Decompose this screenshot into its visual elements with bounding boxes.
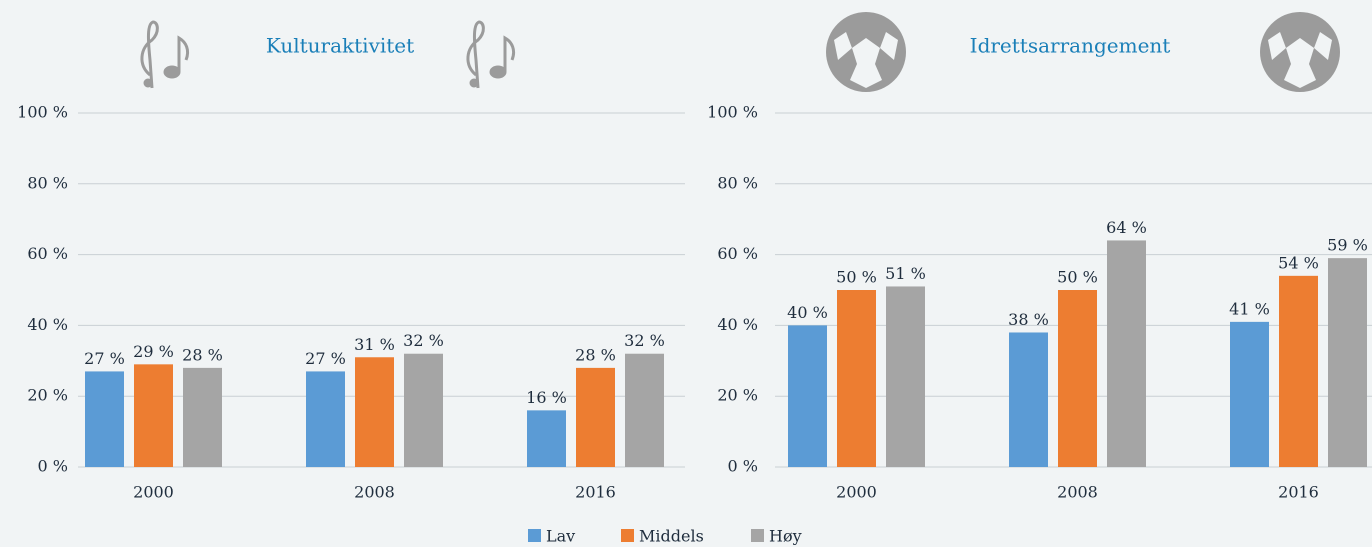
bar bbox=[625, 353, 664, 467]
data-label: 32 % bbox=[624, 331, 665, 350]
legend-swatch bbox=[528, 529, 541, 542]
bar bbox=[1230, 321, 1269, 467]
legend-label: Høy bbox=[769, 527, 802, 546]
x-tick-label: 2008 bbox=[354, 483, 395, 502]
data-label: 27 % bbox=[84, 349, 125, 368]
bar bbox=[1328, 258, 1367, 467]
data-label: 28 % bbox=[182, 345, 223, 364]
bar bbox=[85, 371, 124, 467]
y-tick-label: 80 % bbox=[717, 173, 758, 192]
data-label: 59 % bbox=[1327, 236, 1368, 255]
bar bbox=[1279, 275, 1318, 467]
data-label: 27 % bbox=[305, 349, 346, 368]
bar bbox=[788, 325, 827, 467]
legend-label: Middels bbox=[639, 527, 704, 546]
x-tick-label: 2016 bbox=[575, 483, 616, 502]
bar bbox=[355, 357, 394, 467]
bar bbox=[837, 290, 876, 467]
y-tick-label: 40 % bbox=[27, 315, 68, 334]
data-label: 50 % bbox=[836, 268, 877, 287]
legend-swatch bbox=[751, 529, 764, 542]
data-label: 51 % bbox=[885, 264, 926, 283]
y-tick-label: 80 % bbox=[27, 173, 68, 192]
chart-title: Kulturaktivitet bbox=[266, 34, 414, 58]
y-tick-label: 100 % bbox=[707, 103, 758, 122]
bar bbox=[1107, 240, 1146, 467]
bar bbox=[306, 371, 345, 467]
data-label: 16 % bbox=[526, 388, 567, 407]
bar bbox=[404, 353, 443, 467]
y-tick-label: 0 % bbox=[38, 457, 68, 476]
bar bbox=[1009, 332, 1048, 467]
bar bbox=[527, 410, 566, 467]
data-label: 32 % bbox=[403, 331, 444, 350]
data-label: 38 % bbox=[1008, 310, 1049, 329]
football-icon bbox=[826, 12, 906, 92]
chart-title: Idrettsarrangement bbox=[970, 34, 1171, 58]
y-tick-label: 0 % bbox=[728, 457, 758, 476]
data-label: 29 % bbox=[133, 342, 174, 361]
legend-swatch bbox=[621, 529, 634, 542]
y-tick-label: 100 % bbox=[17, 103, 68, 122]
y-tick-label: 60 % bbox=[27, 244, 68, 263]
bar bbox=[134, 364, 173, 467]
football-icon bbox=[1260, 12, 1340, 92]
bar bbox=[183, 367, 222, 467]
data-label: 40 % bbox=[787, 303, 828, 322]
data-label: 28 % bbox=[575, 345, 616, 364]
bar bbox=[886, 286, 925, 467]
music-icon bbox=[466, 20, 516, 89]
y-tick-label: 40 % bbox=[717, 315, 758, 334]
x-tick-label: 2008 bbox=[1057, 483, 1098, 502]
y-tick-label: 60 % bbox=[717, 244, 758, 263]
data-label: 50 % bbox=[1057, 268, 1098, 287]
data-label: 31 % bbox=[354, 335, 395, 354]
music-icon bbox=[140, 20, 190, 89]
x-tick-label: 2016 bbox=[1278, 483, 1319, 502]
data-label: 54 % bbox=[1278, 253, 1319, 272]
data-label: 41 % bbox=[1229, 299, 1270, 318]
x-tick-label: 2000 bbox=[133, 483, 174, 502]
legend-label: Lav bbox=[546, 527, 575, 546]
y-tick-label: 20 % bbox=[27, 386, 68, 405]
bar bbox=[576, 367, 615, 467]
x-tick-label: 2000 bbox=[836, 483, 877, 502]
y-tick-label: 20 % bbox=[717, 386, 758, 405]
data-label: 64 % bbox=[1106, 218, 1147, 237]
bar bbox=[1058, 290, 1097, 467]
